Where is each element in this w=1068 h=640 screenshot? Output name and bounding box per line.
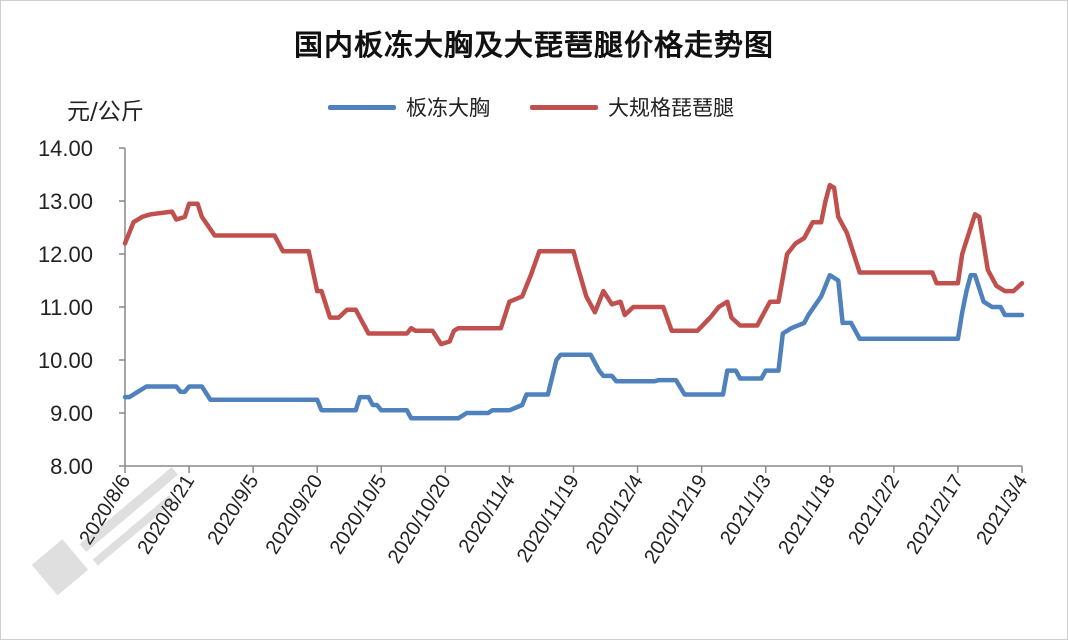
legend-label-drumstick: 大规格琵琶腿 [608,96,734,120]
x-tick-label: 2021/3/4 [972,471,1032,549]
y-tick-label: 8.00 [50,454,93,479]
x-tick-label: 2020/12/19 [640,471,712,568]
x-tick-label: 2021/2/17 [902,471,968,558]
chart-title: 国内板冻大胸及大琵琶腿价格走势图 [293,28,774,62]
y-tick-label: 12.00 [38,242,93,267]
watermark-bar [92,495,175,566]
y-axis-unit-label: 元/公斤 [67,99,144,125]
legend-label-breast: 板冻大胸 [406,96,490,120]
series-line-drumstick [122,182,1025,347]
legend-swatch-drumstick [530,104,598,110]
x-tick-label: 2020/9/20 [262,471,328,558]
y-tick-label: 11.00 [40,295,93,320]
y-tick-label: 13.00 [38,189,93,214]
x-tick-label: 2020/10/20 [384,471,456,568]
x-tick-label: 2021/1/3 [716,471,776,549]
legend-item-drumstick: 大规格琵琶腿 [530,92,734,122]
series-line-breast [122,272,1025,421]
x-tick-label: 2020/11/4 [455,471,520,557]
legend-swatch-breast [328,104,396,110]
x-tick-label: 2021/2/2 [844,471,904,549]
watermark-bar [79,467,179,552]
x-tick-label: 2020/11/19 [513,471,584,566]
y-tick-label: 14.00 [38,136,93,161]
x-tick-label: 2021/1/18 [774,471,840,558]
legend-item-breast: 板冻大胸 [328,92,490,122]
y-tick-label: 10.00 [38,348,93,373]
x-tick-label: 2020/12/4 [582,471,648,558]
watermark-mark [31,539,89,596]
y-tick-label: 9.00 [50,401,93,426]
watermark-logo [31,467,179,596]
x-tick-label: 2020/10/5 [326,471,392,558]
